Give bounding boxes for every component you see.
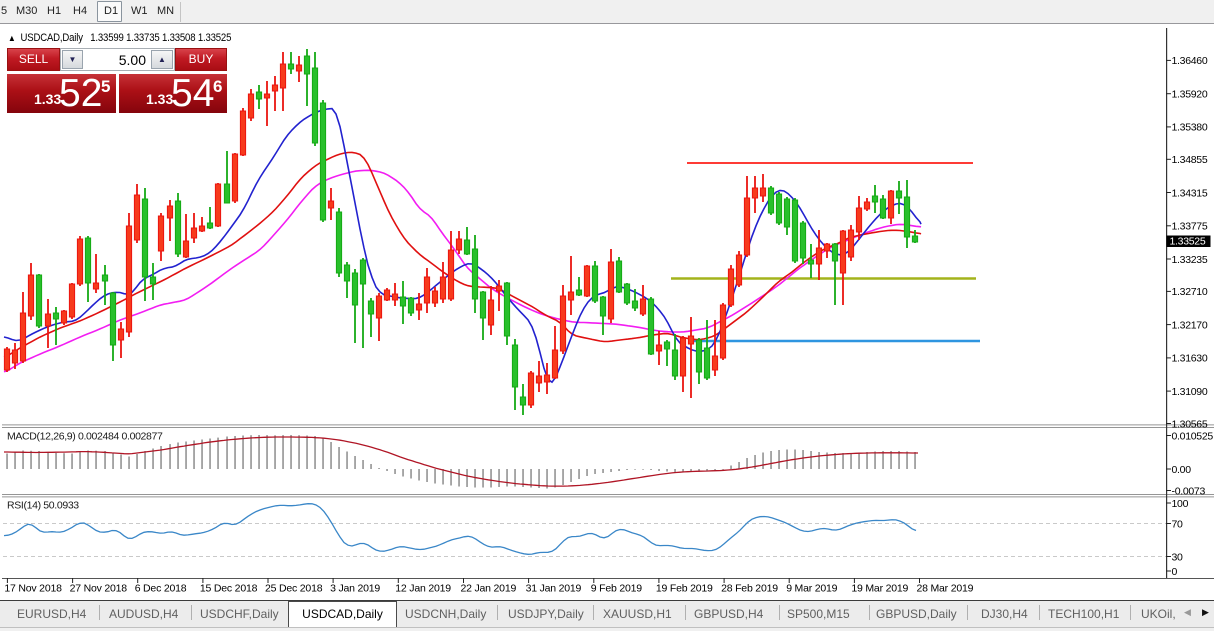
- svg-text:3 Jan 2019: 3 Jan 2019: [330, 583, 380, 595]
- svg-text:6 Dec 2018: 6 Dec 2018: [135, 583, 187, 595]
- svg-text:1.35920: 1.35920: [1172, 89, 1208, 101]
- svg-text:70: 70: [1172, 518, 1184, 530]
- svg-text:1.32710: 1.32710: [1172, 286, 1208, 298]
- svg-text:-0.0073: -0.0073: [1172, 485, 1206, 497]
- svg-text:31 Jan 2019: 31 Jan 2019: [526, 583, 582, 595]
- svg-text:0.00: 0.00: [1172, 464, 1192, 476]
- svg-text:1.31090: 1.31090: [1172, 386, 1208, 398]
- svg-text:1.33235: 1.33235: [1172, 254, 1208, 266]
- svg-text:1.30565: 1.30565: [1172, 418, 1208, 430]
- svg-text:0.010525: 0.010525: [1172, 430, 1214, 442]
- svg-text:19 Mar 2019: 19 Mar 2019: [851, 583, 908, 595]
- svg-text:28 Mar 2019: 28 Mar 2019: [917, 583, 974, 595]
- svg-text:1.32170: 1.32170: [1172, 319, 1208, 331]
- svg-text:MACD(12,26,9) 0.002484 0.00287: MACD(12,26,9) 0.002484 0.002877: [7, 431, 163, 443]
- svg-text:25 Dec 2018: 25 Dec 2018: [265, 583, 323, 595]
- svg-text:9 Mar 2019: 9 Mar 2019: [786, 583, 837, 595]
- svg-text:27 Nov 2018: 27 Nov 2018: [70, 583, 128, 595]
- svg-text:22 Jan 2019: 22 Jan 2019: [461, 583, 517, 595]
- svg-text:1.33775: 1.33775: [1172, 221, 1208, 233]
- svg-text:0: 0: [1172, 566, 1178, 578]
- svg-text:28 Feb 2019: 28 Feb 2019: [721, 583, 778, 595]
- svg-text:17 Nov 2018: 17 Nov 2018: [4, 583, 62, 595]
- svg-text:19 Feb 2019: 19 Feb 2019: [656, 583, 713, 595]
- svg-text:9 Feb 2019: 9 Feb 2019: [591, 583, 642, 595]
- svg-text:1.35380: 1.35380: [1172, 122, 1208, 134]
- svg-text:30: 30: [1172, 551, 1184, 563]
- svg-text:1.33525: 1.33525: [1170, 236, 1206, 248]
- svg-text:1.34315: 1.34315: [1172, 187, 1208, 199]
- svg-text:RSI(14) 50.0933: RSI(14) 50.0933: [7, 500, 79, 512]
- svg-text:1.36460: 1.36460: [1172, 55, 1208, 67]
- svg-text:15 Dec 2018: 15 Dec 2018: [200, 583, 258, 595]
- svg-text:12 Jan 2019: 12 Jan 2019: [395, 583, 451, 595]
- svg-text:1.34855: 1.34855: [1172, 154, 1208, 166]
- svg-text:1.31630: 1.31630: [1172, 353, 1208, 365]
- svg-text:100: 100: [1172, 498, 1189, 510]
